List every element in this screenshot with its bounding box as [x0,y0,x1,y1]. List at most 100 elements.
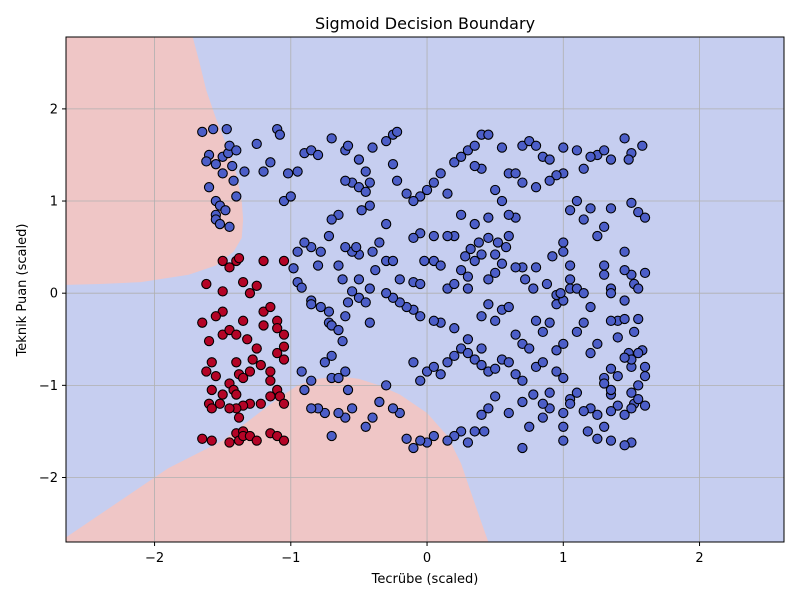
class1-point [217,389,228,400]
class0-point [547,251,558,262]
class0-point [605,435,617,446]
class0-point [490,249,501,260]
class0-point [401,433,412,444]
class0-point [419,255,430,267]
class0-point [558,338,569,350]
class0-point [306,375,317,386]
class0-point [428,315,440,326]
class0-point [492,237,504,248]
class0-point [201,156,212,167]
class0-point [503,301,514,313]
class0-point [490,315,501,326]
class0-point [530,140,542,151]
class0-point [442,357,453,368]
class0-point [415,435,426,446]
class0-point [500,241,512,253]
class0-point [381,380,392,391]
class1-point [224,262,235,273]
class0-point [408,357,419,368]
x-tick-label: −1 [281,551,300,566]
class0-point [469,140,480,151]
class0-point [442,435,453,446]
class0-point [360,166,371,177]
class0-point [203,182,215,193]
class0-point [633,206,644,218]
class0-point [517,442,528,454]
class0-point [551,366,562,377]
class0-point [571,326,583,338]
y-axis-label: Teknik Puan (scaled) [15,224,30,358]
class0-point [619,295,630,306]
class0-point [483,129,494,140]
class0-point [449,278,460,290]
class0-point [353,154,365,165]
class0-point [387,159,399,170]
class1-point [237,315,249,326]
class0-point [490,363,501,374]
class0-point [639,370,651,382]
class0-point [337,274,348,285]
x-tick-label: 0 [423,551,431,566]
chart-title: Sigmoid Decision Boundary [315,14,535,33]
class0-point [496,258,508,269]
class0-point [619,246,630,257]
class0-point [571,145,583,156]
class0-point [510,369,521,380]
class0-point [387,403,399,414]
class0-point [510,168,521,179]
class0-point [360,421,371,432]
class0-point [564,274,576,285]
class0-point [387,255,399,267]
class0-point [551,170,562,181]
class0-point [340,175,351,186]
class0-point [510,262,521,273]
class0-point [312,149,324,161]
class0-point [462,283,474,294]
class1-point [224,403,235,414]
class0-point [449,157,460,168]
class0-point [605,288,617,299]
class0-point [619,133,630,144]
class1-point [251,280,262,291]
class1-point [265,366,276,377]
class0-point [217,168,228,179]
class1-point [206,403,217,414]
class0-point [551,345,562,356]
class0-point [428,361,440,373]
class0-point [503,357,514,368]
class1-point [278,341,290,352]
class0-point [337,335,348,347]
class0-point [323,306,335,317]
class1-point [224,437,235,448]
y-tick-label: 1 [50,195,58,210]
plot-frame [65,36,785,543]
class1-point [255,359,266,371]
class0-point [483,403,494,414]
class1-point [203,335,215,347]
class0-point [462,334,474,345]
class1-point [242,334,253,345]
class0-point [231,191,242,202]
class0-point [306,299,317,310]
class0-point [639,400,651,411]
class0-point [528,389,539,400]
class0-point [517,375,528,386]
class1-point [265,301,276,313]
y-axis-ticks: −2 −1 0 1 2 [39,102,66,486]
class0-point [296,366,307,377]
class0-point [639,361,651,373]
class0-point [351,241,362,253]
class0-point [364,317,375,328]
class0-point [599,378,610,389]
class0-point [274,129,286,140]
class0-point [288,263,299,274]
class0-point [462,271,474,282]
class0-point [592,230,603,242]
class0-point [585,301,596,313]
class0-point [442,188,453,199]
class0-point [558,435,569,446]
class0-point [364,200,375,211]
class0-point [612,370,623,382]
class0-point [626,387,637,398]
class0-point [227,160,238,172]
